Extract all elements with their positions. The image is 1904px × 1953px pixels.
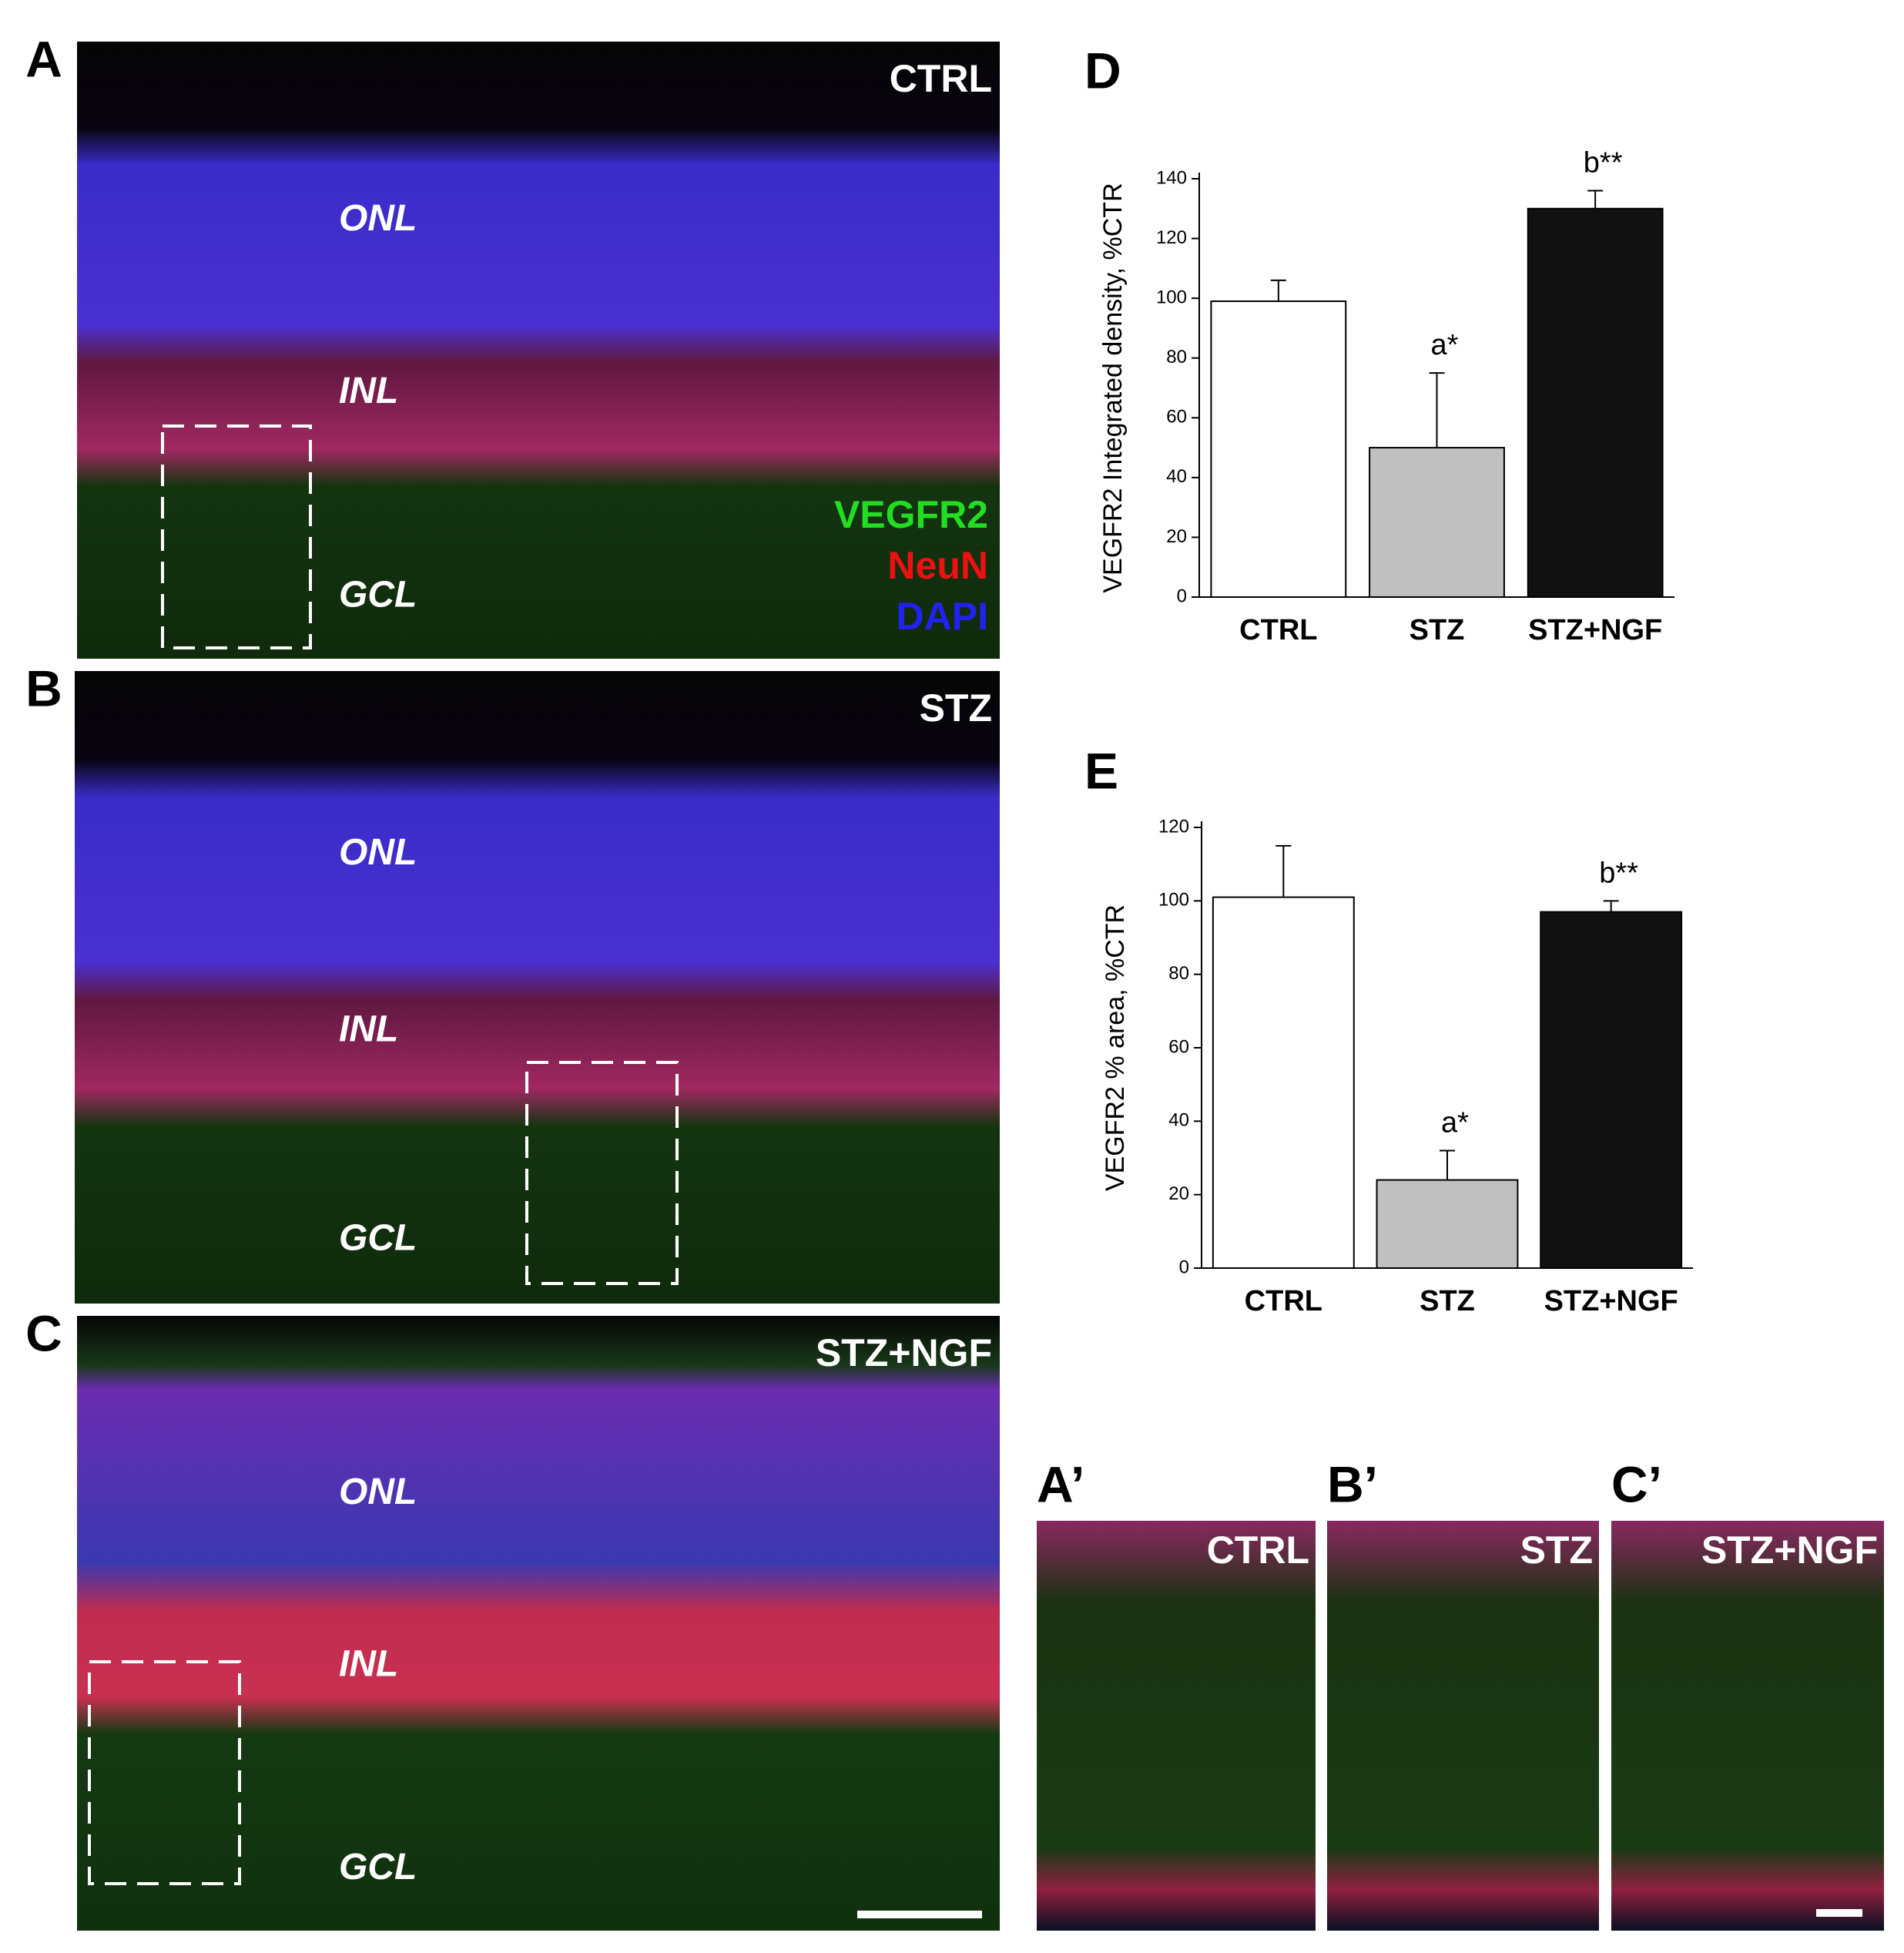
micrograph <box>77 42 1000 659</box>
y-tick-label: 20 <box>1168 1183 1189 1204</box>
micrograph <box>77 1316 1000 1931</box>
y-tick-label: 0 <box>1179 1257 1189 1277</box>
legend-entry: NeuN <box>887 544 988 587</box>
panel-letter: B <box>25 659 62 716</box>
inset-condition: STZ <box>1520 1529 1593 1572</box>
micrograph <box>75 671 1000 1304</box>
y-tick-label: 60 <box>1166 407 1187 428</box>
x-tick-label: STZ <box>1420 1285 1475 1317</box>
condition-label: STZ <box>920 686 992 730</box>
layer-label: GCL <box>339 1218 417 1259</box>
layer-label: GCL <box>339 1847 417 1888</box>
inset-letter: C’ <box>1611 1455 1662 1512</box>
condition-label: CTRL <box>890 57 992 100</box>
inset-micrograph <box>1611 1521 1884 1931</box>
condition-label: STZ+NGF <box>816 1331 992 1374</box>
scale-bar <box>1816 1909 1862 1917</box>
y-tick-label: 40 <box>1168 1110 1189 1131</box>
inset-micrograph <box>1037 1521 1316 1931</box>
layer-label: ONL <box>339 1471 417 1512</box>
y-tick-label: 140 <box>1156 167 1187 188</box>
layer-label: INL <box>339 1009 398 1050</box>
layer-label: INL <box>339 371 398 411</box>
layer-label: INL <box>339 1644 398 1685</box>
y-tick-label: 40 <box>1166 466 1187 487</box>
bar <box>1369 447 1505 598</box>
bar <box>1527 207 1664 598</box>
bar <box>1212 896 1355 1269</box>
legend-entry: VEGFR2 <box>834 493 988 536</box>
x-tick-label: STZ+NGF <box>1544 1285 1678 1317</box>
significance-label: b** <box>1584 147 1623 180</box>
legend-entry: DAPI <box>897 595 988 638</box>
y-axis-title: VEGFR2 % area, %CTR <box>1101 904 1130 1191</box>
x-tick-label: STZ+NGF <box>1528 614 1662 646</box>
x-tick-label: CTRL <box>1239 614 1317 646</box>
y-tick-label: 100 <box>1156 287 1187 307</box>
significance-label: b** <box>1599 857 1638 889</box>
zoom-box <box>161 424 312 649</box>
y-tick-label: 0 <box>1177 586 1187 606</box>
x-tick-label: CTRL <box>1245 1285 1322 1317</box>
y-tick-label: 20 <box>1166 526 1187 547</box>
inset-letter: B’ <box>1327 1455 1378 1512</box>
significance-label: a* <box>1441 1106 1469 1139</box>
panel-letter: A <box>25 30 62 87</box>
panel-letter: D <box>1084 42 1121 99</box>
x-tick-label: STZ <box>1410 614 1465 646</box>
y-axis-title: VEGFR2 Integrated density, %CTR <box>1098 183 1128 592</box>
zoom-box <box>88 1660 241 1885</box>
inset-condition: STZ+NGF <box>1701 1529 1878 1572</box>
y-tick-label: 120 <box>1156 227 1187 248</box>
y-tick-label: 120 <box>1158 816 1189 837</box>
inset-condition: CTRL <box>1207 1529 1309 1572</box>
panel-letter: E <box>1084 742 1118 799</box>
y-tick-label: 80 <box>1168 963 1189 984</box>
inset-micrograph <box>1327 1521 1599 1931</box>
bar <box>1376 1179 1519 1269</box>
y-tick-label: 60 <box>1168 1036 1189 1057</box>
y-tick-label: 100 <box>1158 890 1189 911</box>
significance-label: a* <box>1431 329 1459 361</box>
panel-letter: C <box>25 1304 62 1361</box>
bar <box>1540 911 1683 1269</box>
scale-bar <box>857 1911 982 1918</box>
layer-label: GCL <box>339 575 417 616</box>
bar <box>1210 300 1347 598</box>
layer-label: ONL <box>339 832 417 873</box>
zoom-box <box>525 1061 679 1285</box>
y-tick-label: 80 <box>1166 347 1187 367</box>
layer-label: ONL <box>339 198 417 239</box>
inset-letter: A’ <box>1037 1455 1084 1512</box>
